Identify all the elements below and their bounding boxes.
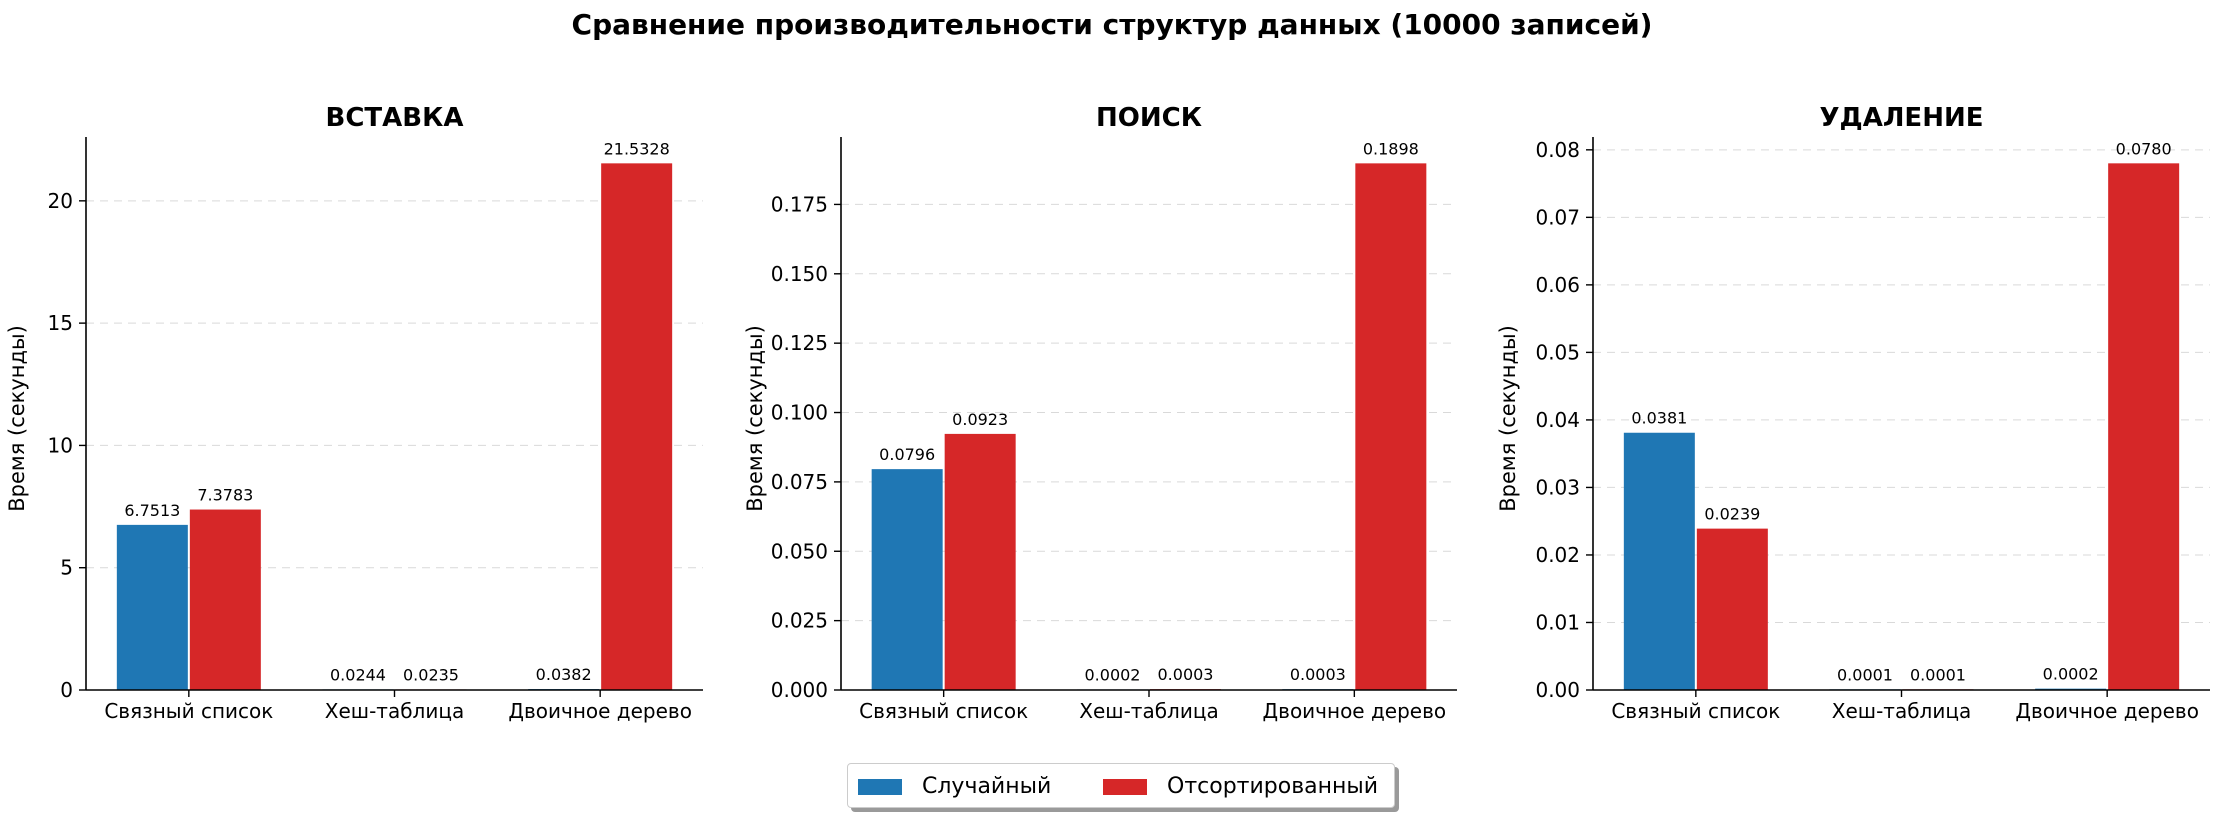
y-tick-label: 0.025 — [771, 609, 828, 633]
y-tick-label: 5 — [60, 556, 73, 580]
bar-value-label: 0.0381 — [1631, 409, 1687, 428]
y-tick-label: 0.000 — [771, 678, 828, 702]
chart-delete: 0.0381 0.0001 0.0002 0.0239 0.0001 0.0780 0.00… — [1496, 103, 2210, 723]
figure-title: Сравнение производительности структур да… — [571, 8, 1653, 41]
panel-title: ВСТАВКА — [326, 103, 464, 133]
bar-value-label: 0.0003 — [1290, 665, 1346, 684]
legend-label-sorted: Отсортированный — [1167, 774, 1379, 799]
y-tick-label: 0 — [60, 678, 73, 702]
x-tick-label: Хеш-таблица — [1832, 699, 1971, 723]
y-tick-label: 0.07 — [1535, 205, 1580, 229]
bar-random — [871, 469, 943, 690]
bar-value-label: 0.0001 — [1910, 665, 1966, 684]
bar-value-label: 0.0001 — [1837, 665, 1893, 684]
x-tick-label: Двоичное дерево — [2015, 699, 2199, 723]
y-axis-label: Время (секунды) — [743, 325, 767, 512]
y-tick-label: 0.05 — [1535, 340, 1580, 364]
y-tick-label: 0.01 — [1535, 610, 1580, 634]
legend: Случайный Отсортированный — [847, 763, 1395, 808]
y-tick-label: 0.06 — [1535, 273, 1580, 297]
y-axis-label: Время (секунды) — [5, 325, 29, 512]
bar-sorted — [2108, 163, 2180, 691]
bar-value-label: 0.0796 — [879, 445, 935, 464]
legend-swatch-sorted — [1103, 778, 1147, 795]
x-tick-label: Связный список — [859, 699, 1028, 723]
bar-value-label: 0.0923 — [952, 410, 1008, 429]
bar-sorted — [189, 509, 261, 690]
y-tick-label: 0.050 — [771, 539, 828, 563]
y-tick-label: 0.02 — [1535, 543, 1580, 567]
y-tick-label: 0.04 — [1535, 408, 1580, 432]
legend-label-random: Случайный — [922, 774, 1052, 799]
y-tick-label: 10 — [48, 433, 73, 457]
bar-random — [1623, 432, 1695, 690]
x-tick-label: Двоичное дерево — [508, 699, 692, 723]
bar-value-label: 21.5328 — [604, 139, 670, 158]
bar-value-label: 7.3783 — [197, 486, 253, 505]
legend-item-sorted: Отсортированный — [1103, 764, 1378, 809]
bar-value-label: 0.0780 — [2116, 139, 2172, 158]
x-tick-label: Связный список — [104, 699, 273, 723]
legend-swatch-random — [858, 778, 902, 795]
bar-value-label: 6.7513 — [124, 501, 180, 520]
y-tick-label: 0.075 — [771, 470, 828, 494]
y-tick-label: 0.150 — [771, 262, 828, 286]
bar-value-label: 0.0003 — [1158, 665, 1214, 684]
y-axis-label: Время (секунды) — [1496, 325, 1520, 512]
y-tick-label: 15 — [48, 311, 73, 335]
x-tick-label: Хеш-таблица — [1079, 699, 1218, 723]
bar-value-label: 0.0239 — [1704, 505, 1760, 524]
x-tick-label: Двоичное дерево — [1263, 699, 1447, 723]
y-tick-label: 0.00 — [1535, 678, 1580, 702]
y-tick-label: 0.08 — [1535, 138, 1580, 162]
bar-sorted — [944, 433, 1016, 690]
y-tick-label: 20 — [48, 189, 73, 213]
bar-value-label: 0.0002 — [1085, 665, 1141, 684]
y-tick-label: 0.175 — [771, 192, 828, 216]
panel-title: ПОИСК — [1096, 103, 1202, 133]
chart-insert: 6.7513 0.0244 0.0382 7.3783 0.0235 21.5328 0 5 1… — [5, 103, 703, 723]
x-tick-label: Связный список — [1611, 699, 1780, 723]
legend-item-random: Случайный — [858, 764, 1051, 809]
bar-value-label: 0.1898 — [1363, 139, 1419, 158]
bar-value-label: 0.0244 — [330, 665, 386, 684]
bar-value-label: 0.0382 — [536, 665, 592, 684]
y-tick-label: 0.100 — [771, 401, 828, 425]
chart-search: 0.0796 0.0002 0.0003 0.0923 0.0003 0.1898 0.00… — [743, 103, 1457, 723]
bar-sorted — [1696, 528, 1768, 690]
bar-value-label: 0.0235 — [403, 665, 459, 684]
y-tick-label: 0.03 — [1535, 475, 1580, 499]
y-tick-label: 0.125 — [771, 331, 828, 355]
bar-sorted — [601, 163, 673, 690]
panel-title: УДАЛЕНИЕ — [1820, 103, 1984, 133]
bar-value-label: 0.0002 — [2043, 665, 2099, 684]
bar-sorted — [1355, 163, 1427, 691]
x-tick-label: Хеш-таблица — [325, 699, 464, 723]
bar-random — [116, 524, 188, 690]
